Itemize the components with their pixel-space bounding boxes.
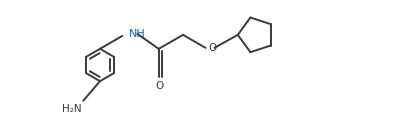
Text: NH: NH (129, 29, 146, 39)
Text: O: O (208, 43, 217, 53)
Text: H₂N: H₂N (62, 104, 81, 114)
Text: O: O (156, 81, 164, 91)
